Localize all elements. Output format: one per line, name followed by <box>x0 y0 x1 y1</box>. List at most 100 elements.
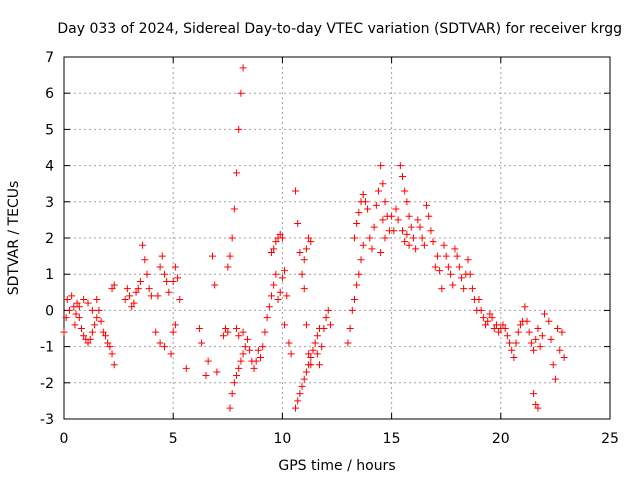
x-tick-label: 10 <box>273 431 291 447</box>
data-point <box>270 245 278 253</box>
data-point <box>545 317 553 325</box>
data-point <box>160 343 168 351</box>
data-point <box>230 379 238 387</box>
data-point <box>407 223 415 231</box>
data-point <box>534 404 542 412</box>
data-point <box>158 252 166 260</box>
data-point <box>246 346 254 354</box>
data-point <box>292 187 300 195</box>
data-point <box>226 252 234 260</box>
data-point <box>514 328 522 336</box>
y-tick-label: 0 <box>45 303 54 319</box>
data-point <box>379 216 387 224</box>
data-point <box>80 296 88 304</box>
data-point <box>368 245 376 253</box>
data-point <box>540 310 548 318</box>
data-point <box>171 321 179 329</box>
y-tick-label: -2 <box>40 376 54 392</box>
data-point <box>195 325 203 332</box>
data-point <box>361 198 369 206</box>
data-point <box>88 306 96 314</box>
data-point <box>508 346 516 354</box>
data-point <box>313 332 321 340</box>
data-point <box>359 191 367 199</box>
data-point <box>302 368 310 376</box>
x-tick-label: 15 <box>383 431 401 447</box>
data-point <box>302 245 310 253</box>
data-point <box>554 325 562 332</box>
y-tick-label: 4 <box>45 159 54 175</box>
data-point <box>274 296 282 304</box>
data-point <box>455 263 463 271</box>
data-point <box>353 281 361 289</box>
data-point <box>549 361 557 369</box>
data-point <box>377 162 385 170</box>
data-point <box>534 325 542 332</box>
data-point <box>93 314 101 322</box>
data-point <box>538 332 546 340</box>
data-point <box>409 234 417 242</box>
data-point <box>139 241 147 249</box>
data-point <box>495 328 503 336</box>
data-point <box>261 328 269 336</box>
data-point <box>350 296 358 304</box>
data-point <box>316 361 324 369</box>
data-point <box>209 252 217 260</box>
data-point <box>68 292 76 300</box>
data-point <box>222 325 230 332</box>
data-point <box>423 201 431 209</box>
data-point <box>99 328 107 336</box>
data-point <box>233 325 241 332</box>
data-point <box>418 234 426 242</box>
data-point <box>134 285 142 293</box>
data-point <box>141 256 149 264</box>
data-point <box>530 346 538 354</box>
data-point <box>479 314 487 322</box>
data-point <box>278 234 286 242</box>
data-point <box>230 205 238 213</box>
y-tick-label: -3 <box>40 412 54 428</box>
data-point <box>171 263 179 271</box>
data-point <box>257 353 265 361</box>
data-point <box>75 314 83 322</box>
data-point <box>233 169 241 177</box>
data-point <box>431 263 439 271</box>
data-point <box>265 303 273 311</box>
data-point <box>475 296 483 304</box>
data-point <box>62 314 70 322</box>
data-point <box>237 357 245 365</box>
data-point <box>73 299 81 307</box>
data-point <box>121 296 129 304</box>
data-point <box>167 350 175 358</box>
data-point <box>523 317 531 325</box>
data-point <box>364 205 372 213</box>
data-point <box>300 285 308 293</box>
data-point <box>296 390 304 398</box>
data-point <box>396 162 404 170</box>
data-point <box>425 212 433 220</box>
data-point <box>405 212 413 220</box>
data-point <box>510 353 518 361</box>
data-point <box>320 325 328 332</box>
data-point <box>399 227 407 235</box>
data-point <box>93 296 101 304</box>
data-point <box>75 303 83 311</box>
data-point <box>357 256 365 264</box>
data-point <box>556 346 564 354</box>
data-point <box>464 256 472 264</box>
axis-ticks: -3 -2 -1 0 1 2 3 4 5 6 7 0 5 10 15 20 25 <box>40 50 619 447</box>
data-point <box>449 281 457 289</box>
data-point <box>239 328 247 336</box>
data-point <box>403 230 411 238</box>
data-point <box>353 220 361 228</box>
grid <box>64 57 610 419</box>
data-point <box>374 187 382 195</box>
data-point <box>252 357 260 365</box>
data-point <box>226 404 234 412</box>
data-point <box>313 350 321 358</box>
data-point <box>477 306 485 314</box>
data-point <box>503 332 511 340</box>
data-point <box>241 343 249 351</box>
data-point <box>235 125 243 133</box>
